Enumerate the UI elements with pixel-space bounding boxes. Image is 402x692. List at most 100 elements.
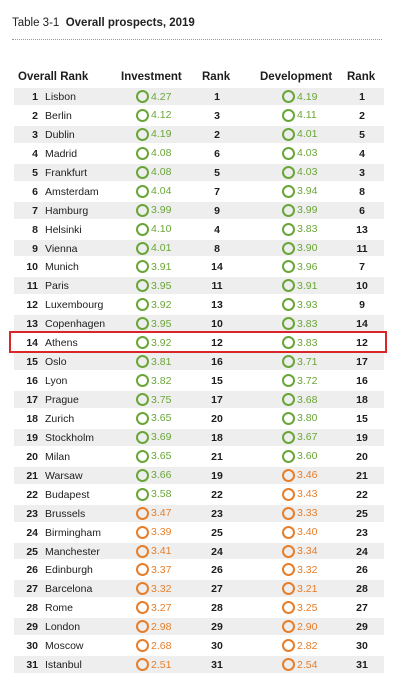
city-name: Amsterdam: [45, 185, 99, 198]
investment-rank: 19: [211, 469, 223, 482]
investment-value: 4.08: [151, 166, 172, 179]
investment-score: 3.91: [136, 260, 171, 274]
investment-rank: 23: [211, 507, 223, 520]
development-rank: 24: [356, 545, 368, 558]
score-ring-icon: [282, 658, 295, 672]
overall-rank: 15: [26, 356, 38, 369]
score-ring-icon: [282, 184, 295, 198]
table-row: 30 Moscow 2.68 30 2.82 30: [0, 636, 402, 655]
investment-score: 3.95: [136, 317, 171, 331]
overall-rank: 23: [26, 507, 38, 520]
score-ring-icon: [136, 658, 149, 672]
investment-rank: 10: [211, 318, 223, 331]
city-name: Zurich: [45, 412, 75, 425]
city-name: Dublin: [45, 128, 75, 141]
investment-score: 3.65: [136, 411, 172, 425]
development-rank: 20: [356, 450, 368, 463]
score-ring-icon: [282, 355, 295, 369]
development-rank: 27: [356, 602, 368, 615]
development-value: 3.33: [297, 507, 318, 520]
development-value: 3.91: [297, 279, 318, 292]
development-rank: 31: [356, 659, 368, 672]
development-score: 4.01: [282, 127, 317, 141]
score-ring-icon: [136, 222, 149, 236]
score-ring-icon: [282, 393, 295, 406]
overall-rank: 24: [26, 526, 38, 539]
city-name: Istanbul: [45, 659, 82, 672]
development-rank: 23: [356, 526, 368, 539]
investment-value: 2.51: [151, 658, 172, 671]
row-background: [14, 372, 384, 389]
investment-value: 3.65: [151, 412, 172, 425]
score-ring-icon: [136, 355, 149, 369]
investment-score: 2.68: [136, 639, 171, 653]
score-ring-icon: [282, 620, 295, 634]
score-ring-icon: [282, 468, 295, 482]
city-name: London: [45, 621, 81, 634]
score-ring-icon: [282, 430, 295, 444]
development-score: 3.43: [282, 487, 318, 501]
table-row: 12 Luxembourg 3.92 13 3.93 9: [0, 295, 402, 314]
development-rank: 30: [356, 640, 368, 653]
score-ring-icon: [282, 108, 295, 122]
development-rank: 15: [356, 412, 368, 425]
investment-score: 4.10: [136, 222, 171, 236]
development-value: 3.83: [297, 336, 318, 349]
city-name: Berlin: [45, 109, 72, 122]
development-value: 3.80: [297, 412, 318, 425]
investment-rank: 29: [211, 621, 223, 634]
development-score: 3.71: [282, 355, 318, 369]
investment-rank: 13: [211, 299, 223, 312]
header-development-rank: Rank: [347, 71, 376, 83]
investment-value: 3.32: [151, 582, 172, 595]
table-row: 1 Lisbon 4.27 1 4.19 1: [0, 87, 402, 106]
investment-rank: 5: [214, 166, 220, 179]
development-score: 3.93: [282, 298, 317, 312]
investment-rank: 1: [214, 91, 220, 103]
score-ring-icon: [282, 298, 295, 312]
table-row: 7 Hamburg 3.99 9 3.99 6: [0, 201, 402, 220]
overall-rank: 25: [26, 545, 38, 558]
score-ring-icon: [136, 487, 149, 501]
investment-score: 2.98: [136, 620, 171, 634]
investment-rank: 17: [211, 394, 223, 406]
investment-rank: 21: [211, 450, 223, 463]
header-investment-rank: Rank: [202, 71, 231, 83]
development-score: 3.25: [282, 601, 317, 615]
table-row: 21 Warsaw 3.66 19 3.46 21: [0, 466, 402, 485]
score-ring-icon: [282, 279, 295, 293]
overall-rank: 7: [32, 204, 38, 217]
development-rank: 3: [359, 166, 365, 179]
development-rank: 13: [356, 223, 368, 236]
table-row: 23 Brussels 3.47 23 3.33 25: [0, 504, 402, 523]
score-ring-icon: [282, 374, 295, 388]
development-rank: 22: [356, 488, 368, 501]
development-rank: 11: [356, 242, 368, 255]
score-ring-icon: [136, 260, 149, 274]
development-value: 4.11: [297, 109, 317, 122]
investment-score: 3.82: [136, 374, 171, 388]
investment-score: 3.65: [136, 449, 171, 463]
score-ring-icon: [136, 203, 149, 217]
development-value: 4.03: [297, 166, 318, 179]
development-rank: 10: [356, 280, 368, 293]
score-ring-icon: [282, 601, 295, 615]
development-rank: 16: [356, 375, 368, 388]
development-value: 3.96: [297, 260, 318, 273]
overall-rank: 30: [26, 640, 38, 653]
development-score: 2.54: [282, 658, 317, 672]
development-value: 3.43: [297, 488, 318, 501]
development-score: 3.67: [282, 430, 317, 444]
development-rank: 28: [356, 583, 368, 596]
investment-rank: 4: [214, 223, 220, 236]
development-value: 3.71: [297, 355, 318, 368]
city-name: Prague: [45, 394, 79, 406]
score-ring-icon: [136, 241, 149, 255]
overall-rank: 20: [26, 450, 38, 463]
overall-rank: 18: [26, 412, 38, 425]
investment-value: 4.12: [151, 109, 172, 122]
city-name: Copenhagen: [45, 318, 106, 331]
investment-score: 3.95: [136, 279, 171, 293]
investment-value: 3.81: [151, 355, 172, 368]
development-value: 3.83: [297, 317, 318, 330]
